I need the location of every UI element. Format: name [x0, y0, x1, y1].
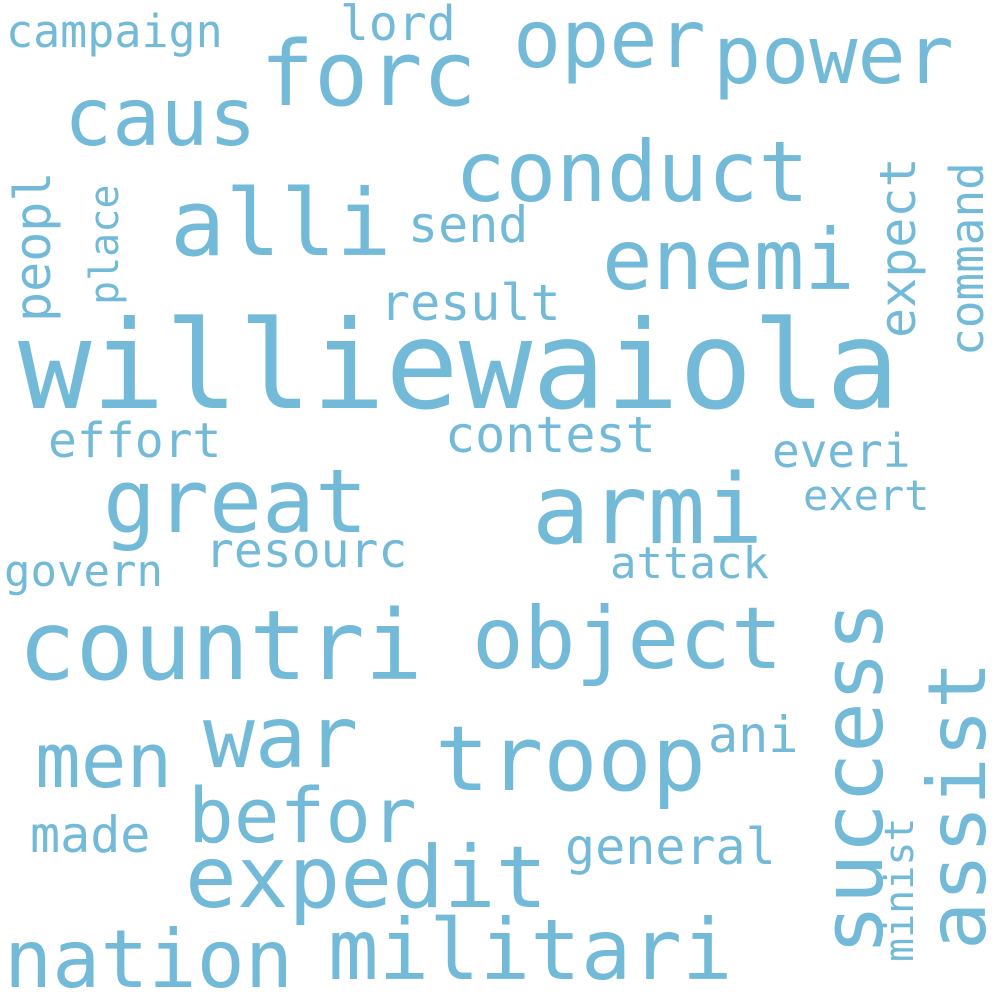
word-minist: minist: [877, 817, 923, 963]
word-general: general: [565, 818, 776, 876]
word-militari: militari: [328, 901, 733, 999]
word-govern: govern: [4, 546, 163, 597]
word-peopl: peopl: [4, 171, 62, 322]
word-command: command: [940, 162, 994, 356]
word-armi: armi: [532, 454, 764, 566]
word-lord: lord: [340, 0, 456, 52]
word-send: send: [408, 196, 529, 254]
word-made: made: [30, 806, 151, 864]
word-troop: troop: [435, 707, 706, 812]
word-place: place: [82, 184, 128, 305]
word-power: power: [713, 9, 954, 102]
word-countri: countri: [18, 590, 423, 702]
word-great: great: [103, 450, 368, 553]
word-war: war: [203, 688, 359, 788]
word-expedit: expedit: [185, 828, 548, 928]
word-williewaiola: williewaiola: [18, 295, 900, 437]
word-caus: caus: [64, 71, 257, 164]
word-oper: oper: [513, 0, 706, 86]
word-result: result: [380, 274, 561, 332]
word-ani: ani: [708, 706, 799, 764]
word-campaign: campaign: [6, 5, 223, 58]
word-enemi: enemi: [602, 211, 855, 309]
word-expect: expect: [869, 157, 927, 338]
word-men: men: [35, 716, 173, 805]
word-forc: forc: [260, 22, 477, 127]
word-everi: everi: [772, 424, 911, 478]
word-contest: contest: [445, 406, 656, 464]
word-nation: nation: [4, 913, 293, 1006]
word-conduct: conduct: [455, 123, 810, 221]
word-object: object: [472, 589, 783, 689]
word-alli: alli: [170, 170, 392, 277]
word-resourc: resourc: [205, 523, 408, 579]
word-befor: befor: [188, 771, 417, 860]
word-effort: effort: [48, 413, 222, 469]
word-attack: attack: [610, 538, 769, 589]
word-assist: assist: [911, 661, 1000, 950]
word-exert: exert: [803, 471, 930, 520]
